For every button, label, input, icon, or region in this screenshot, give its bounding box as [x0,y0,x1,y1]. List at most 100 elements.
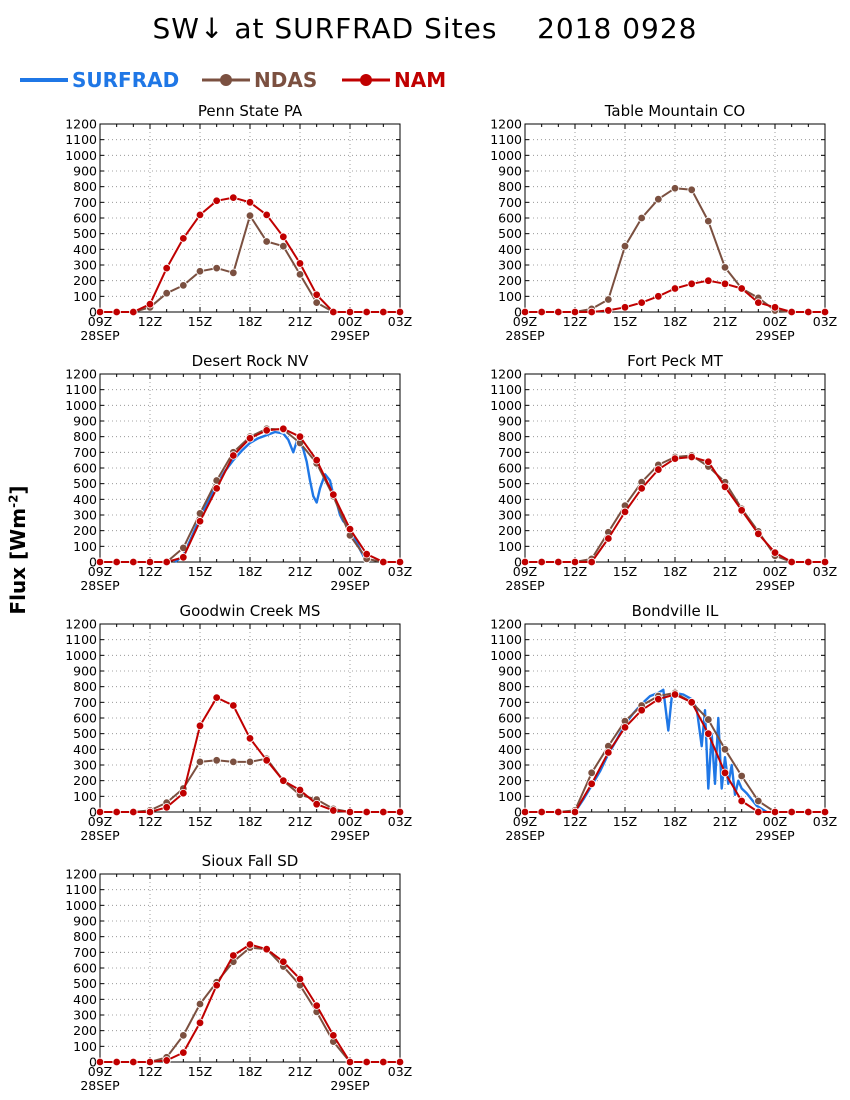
y-tick-label: 700 [73,195,97,210]
y-tick-label: 800 [73,679,97,694]
y-tick-label: 900 [73,414,97,429]
y-tick-label: 400 [73,492,97,507]
y-tick-label: 300 [73,758,97,773]
data-point-ndas [704,216,713,226]
gridlines [525,624,825,812]
y-tick-label: 300 [498,258,522,273]
data-point-nam [604,534,613,543]
data-point-nam [395,1057,405,1067]
data-point-nam [129,1057,138,1067]
data-point-nam [295,785,305,795]
data-point-nam [95,307,105,317]
y-tick-label: 1200 [65,867,97,882]
panel-title: Penn State PA [198,102,303,120]
x-date-label: 28SEP [505,578,545,593]
data-point-nam [737,796,746,806]
data-point-nam [604,306,613,315]
y-tick-label: 800 [73,429,97,444]
series-nam [520,276,830,317]
y-tick-label: 100 [498,289,522,304]
x-tick-label: 03Z [813,314,837,329]
data-point-ndas [212,756,221,765]
x-tick-label: 15Z [188,314,212,329]
x-tick-label: 21Z [288,814,312,829]
x-tick-label: 03Z [388,564,412,579]
y-tick-label: 500 [73,476,97,491]
x-date-label: 28SEP [505,328,545,343]
x-tick-label: 15Z [188,1064,212,1079]
data-point-nam [145,1057,155,1067]
y-tick-label: 0 [89,555,97,570]
data-point-nam [637,484,646,493]
legend-swatch-nam [342,74,390,86]
y-tick-label: 1000 [65,898,97,913]
data-point-nam [162,557,171,567]
y-tick-label: 500 [73,226,97,241]
y-tick-label: 600 [498,711,522,726]
y-tick-label: 1100 [65,632,97,647]
gridlines [100,874,400,1062]
data-point-nam [295,432,305,441]
data-point-nam [212,196,221,205]
data-point-nam [670,454,680,463]
panel-title: Bondville IL [632,602,719,620]
gridlines [525,374,825,562]
data-point-nam [279,232,288,241]
x-tick-label: 18Z [238,1064,262,1079]
data-point-nam [179,553,188,562]
data-point-nam [179,234,188,243]
data-point-nam [329,490,338,499]
y-tick-label: 400 [73,242,97,257]
y-tick-label: 200 [73,1023,97,1038]
x-tick-label: 03Z [388,814,412,829]
x-tick-label: 00Z [763,564,787,579]
legend-item-ndas: NDAS [200,68,330,92]
x-tick-label: 09Z [513,814,537,829]
y-tick-label: 1000 [65,398,97,413]
x-tick-label: 21Z [288,564,312,579]
data-point-nam [229,951,238,960]
y-tick-label: 700 [498,195,522,210]
x-date-label: 29SEP [755,828,795,843]
gridlines [100,624,400,812]
data-point-nam [520,557,530,567]
data-point-nam [245,198,255,207]
data-point-nam [262,426,271,435]
data-point-nam [145,807,155,817]
data-point-nam [787,807,796,817]
data-point-nam [537,557,546,567]
y-tick-label: 500 [498,476,522,491]
y-tick-label: 1200 [490,367,522,382]
x-tick-label: 18Z [238,314,262,329]
data-point-nam [820,557,830,567]
x-tick-label: 12Z [563,814,587,829]
data-point-nam [570,807,580,817]
data-point-nam [129,557,138,567]
x-tick-label: 12Z [138,564,162,579]
data-point-nam [262,210,271,220]
gridlines [100,124,400,312]
data-point-ndas [720,745,730,754]
x-tick-label: 21Z [713,564,737,579]
data-point-nam [145,557,155,567]
panel-title: Table Mountain CO [604,102,746,120]
data-point-nam [279,957,288,966]
y-tick-label: 1100 [65,132,97,147]
data-point-nam [687,452,696,462]
y-tick-label: 700 [498,695,522,710]
data-point-nam [704,457,713,466]
data-point-nam [145,299,155,309]
data-point-nam [654,465,663,474]
y-tick-label: 0 [514,555,522,570]
x-tick-label: 03Z [813,564,837,579]
data-point-nam [379,1057,388,1067]
y-tick-label: 500 [498,726,522,741]
data-point-nam [637,298,646,307]
y-tick-label: 0 [89,805,97,820]
y-tick-label: 1100 [490,382,522,397]
data-point-nam [554,557,563,567]
data-point-nam [329,307,338,317]
data-point-nam [279,424,288,434]
legend-item-surfrad: SURFRAD [18,68,188,92]
x-tick-label: 21Z [713,314,737,329]
